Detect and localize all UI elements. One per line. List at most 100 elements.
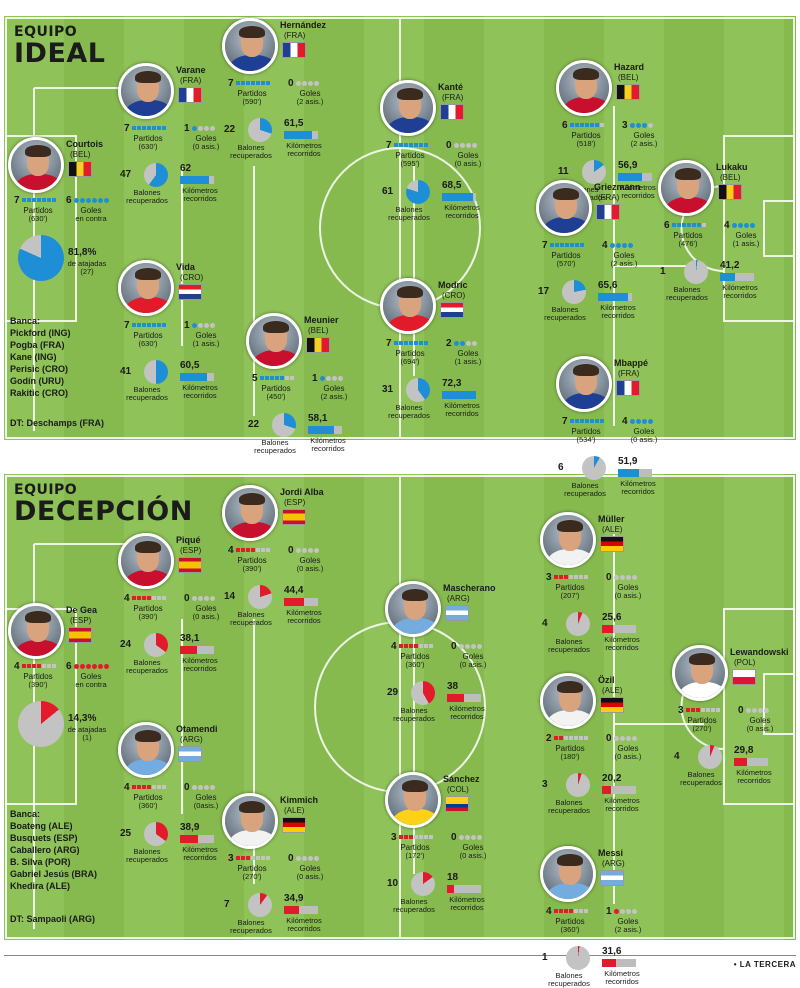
match-square	[575, 243, 580, 248]
km-label: Kilómetros	[182, 383, 218, 392]
km-stat: 20,2 Kilómetros recorridos	[602, 773, 650, 817]
goals-row: 0	[288, 78, 332, 89]
match-square	[261, 856, 266, 861]
match-square	[564, 909, 569, 914]
match-square	[236, 81, 241, 86]
match-square	[256, 856, 261, 861]
player-country: (POL)	[734, 658, 756, 667]
goal-dot	[459, 834, 465, 840]
match-square	[555, 243, 560, 248]
recovered-label: Balones	[237, 610, 265, 619]
goals-dots	[459, 834, 483, 841]
matches-row: 2	[546, 733, 594, 744]
goalkeeper-name: De Gea	[66, 605, 98, 615]
player-name: Müller	[598, 514, 625, 524]
bench-player: B. Silva (POR)	[10, 857, 71, 867]
recovered-stat: 7 Balones recuperados	[222, 893, 280, 937]
recovered-value: 41	[120, 366, 132, 377]
photo-hair	[557, 854, 583, 866]
goal-dot	[632, 735, 638, 741]
save-pct-value: 81,8%	[68, 247, 97, 258]
photo-shirt	[392, 809, 438, 825]
minutes-value: (476')	[678, 239, 698, 248]
team-title-small: EQUIPO	[14, 24, 78, 40]
goals-dots	[454, 142, 478, 149]
country-flag	[178, 284, 202, 300]
goal-dot	[648, 418, 654, 424]
player-photo	[222, 485, 278, 541]
match-square	[404, 835, 409, 840]
player-country: (ARG)	[447, 594, 470, 603]
match-square	[22, 198, 27, 203]
goals-stat: 0 Goles (0 asis.)	[451, 641, 495, 669]
match-square	[600, 123, 605, 128]
matches-label: Partidos	[555, 917, 585, 926]
assists-value: (2 asis.)	[296, 97, 324, 106]
player-photo	[118, 260, 174, 316]
matches-squares	[236, 81, 271, 86]
match-square	[584, 909, 589, 914]
goal-dot	[296, 855, 302, 861]
goals-stat: 0 Goles (0 asis.)	[288, 545, 332, 573]
km-value: 72,3	[442, 378, 462, 389]
goals-label: Goles	[195, 793, 217, 802]
photo-hair	[553, 188, 579, 200]
assists-value: (0 asis.)	[459, 851, 487, 860]
matches-row: 3	[228, 853, 276, 864]
matches-value: 7	[386, 338, 395, 349]
goals-row: 0	[606, 572, 650, 583]
match-square	[241, 81, 246, 86]
goal-dot	[628, 242, 634, 248]
recovered-pie	[406, 180, 430, 204]
km-bar	[442, 391, 476, 399]
recovered-label-2: recuperados	[393, 905, 435, 914]
goal-dot	[338, 375, 344, 381]
matches-squares	[132, 323, 167, 328]
photo-shirt	[679, 682, 725, 698]
gk-matches-label: Partidos	[23, 206, 53, 215]
goals-stat: 1 Goles (1 asis.)	[184, 320, 228, 348]
recovered-stat: 61 Balones recuperados	[380, 180, 438, 224]
minutes-value: (180')	[560, 752, 580, 761]
goals-stat: 1 Goles (2 asis.)	[312, 373, 356, 401]
goals-dots	[296, 855, 320, 862]
recovered-stat: 14 Balones recuperados	[222, 585, 280, 629]
goals-row: 0	[288, 853, 332, 864]
matches-row: 4	[124, 593, 172, 604]
matches-label: Partidos	[237, 89, 267, 98]
goal-dot	[614, 908, 620, 914]
goals-label: Goles	[299, 556, 321, 565]
player-name: Otamendi	[176, 724, 218, 734]
match-square	[429, 644, 434, 649]
km-bar	[180, 646, 214, 654]
matches-stat: 6 Partidos (476')	[664, 220, 712, 248]
match-square	[424, 644, 429, 649]
recovered-pie	[562, 280, 586, 304]
recovered-label: Balones	[133, 385, 161, 394]
match-square	[584, 736, 589, 741]
goal-dot	[104, 197, 110, 203]
km-value: 44,4	[284, 585, 304, 596]
save-pie	[18, 235, 64, 281]
match-square	[590, 419, 595, 424]
recovered-label: Balones	[673, 285, 701, 294]
km-stat: 58,1 Kilómetros recorridos	[308, 413, 356, 457]
km-bar	[284, 131, 318, 139]
photo-hair	[573, 68, 599, 80]
match-square	[570, 243, 575, 248]
km-label: Kilómetros	[182, 186, 218, 195]
recovered-pie	[411, 681, 435, 705]
goals-stat: 2 Goles (1 asis.)	[446, 338, 490, 366]
minutes-value: (360')	[560, 925, 580, 934]
match-square	[152, 126, 157, 131]
goal-dot	[204, 784, 210, 790]
matches-row: 7	[124, 123, 172, 134]
km-label-2: recorridos	[287, 616, 321, 625]
goals-value: 0	[451, 832, 460, 843]
player-country: (CRO)	[180, 273, 204, 282]
matches-squares	[554, 575, 589, 580]
minutes-value: (595')	[400, 159, 420, 168]
goal-dot	[752, 707, 758, 713]
player-photo	[540, 673, 596, 729]
player-name: Modric	[438, 280, 468, 290]
